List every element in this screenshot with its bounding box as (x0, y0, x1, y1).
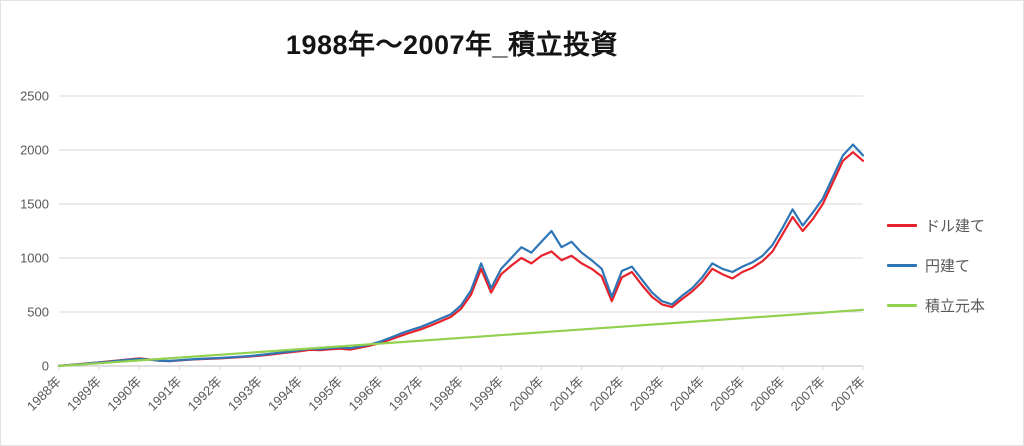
x-axis-tick-label: 1997年 (386, 374, 426, 414)
y-axis-tick-label: 500 (27, 305, 49, 320)
y-axis-tick-label: 0 (42, 359, 49, 374)
x-axis-tick-label: 2003年 (627, 374, 667, 414)
legend-swatch-usd (887, 224, 917, 227)
legend-label-usd: ドル建て (925, 218, 986, 235)
chart-legend: ドル建て円建て積立元本 (887, 215, 985, 316)
x-axis-tick-label: 1988年 (24, 374, 64, 414)
x-axis-tick-label: 2006年 (747, 374, 787, 414)
legend-item-jpy: 円建て (887, 255, 985, 276)
x-axis-tick-label: 1994年 (265, 374, 305, 414)
x-axis-tick-label: 2004年 (667, 374, 707, 414)
legend-label-principal: 積立元本 (925, 298, 986, 315)
y-axis-tick-label: 2000 (20, 143, 49, 158)
y-axis-tick-label: 2500 (20, 89, 49, 104)
x-axis-tick-label: 1993年 (225, 374, 265, 414)
x-axis-tick-label: 1995年 (305, 374, 345, 414)
x-axis-tick-label: 1996年 (345, 374, 385, 414)
x-axis-tick-label: 1998年 (426, 374, 466, 414)
x-axis-tick-label: 2000年 (506, 374, 546, 414)
series-jpy-line (57, 143, 865, 367)
x-axis-tick-label: 1990年 (104, 374, 144, 414)
legend-swatch-principal (887, 304, 917, 307)
x-axis-tick-label: 2001年 (546, 374, 586, 414)
y-axis-tick-label: 1000 (20, 251, 49, 266)
legend-swatch-jpy (887, 264, 917, 267)
x-axis-tick-label: 2002年 (587, 374, 627, 414)
x-axis-tick-label: 1989年 (64, 374, 104, 414)
chart-title: 1988年～2007年_積立投資 (285, 30, 619, 60)
series-principal-line (57, 308, 865, 368)
x-axis-tick-label: 1999年 (466, 374, 506, 414)
x-axis-tick-label: 2007年 (828, 374, 868, 414)
x-axis-tick-label: 2005年 (707, 374, 747, 414)
x-axis-tick-label: 1992年 (185, 374, 225, 414)
legend-item-usd: ドル建て (887, 215, 985, 236)
x-axis-tick-label: 2007年 (788, 374, 828, 414)
legend-label-jpy: 円建て (925, 258, 971, 275)
x-axis-tick-label: 1991年 (144, 374, 184, 414)
series-usd-line (57, 151, 865, 367)
legend-item-principal: 積立元本 (887, 295, 985, 316)
y-axis-tick-label: 1500 (20, 197, 49, 212)
